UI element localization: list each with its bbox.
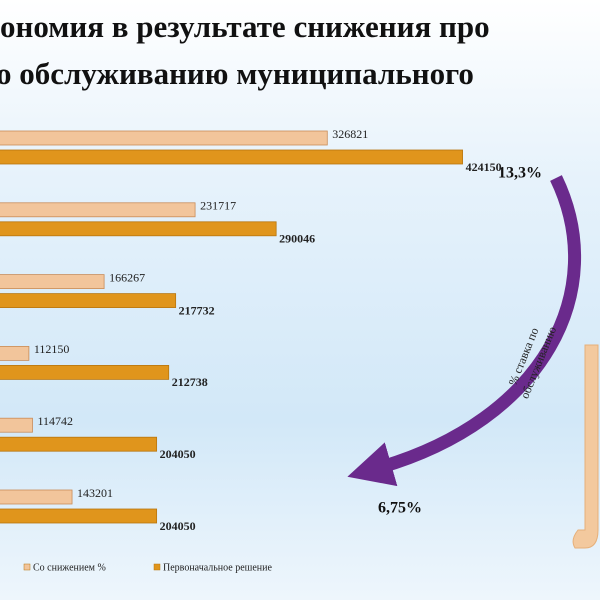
value-label: 424150 [466,160,502,174]
value-label: 114742 [37,414,73,428]
value-label: 326821 [332,127,368,141]
value-label: 204050 [160,447,196,461]
value-label: 290046 [279,232,315,246]
chart-title: о обслуживанию муниципального [0,56,474,91]
bar [0,202,196,218]
value-label: 204050 [160,519,196,533]
legend-swatch [153,563,161,571]
bar [0,508,158,524]
legend-label: Со снижением % [33,562,106,573]
bar [0,149,463,165]
bar [0,293,177,309]
bar [0,345,30,361]
legend-label: Первоначальное решение [163,562,273,573]
bar [0,130,328,146]
value-label: 217732 [179,303,215,317]
legend-swatch [23,563,31,571]
value-label: 166267 [109,270,145,284]
annotation: 13,3% [498,165,542,182]
value-label: 231717 [200,199,236,213]
bar [0,417,33,433]
value-label: 112150 [34,342,70,356]
scroll-decoration [572,344,599,549]
bar [0,436,158,452]
value-label: 212738 [172,375,208,389]
bar [0,274,105,290]
value-label: 143201 [77,486,113,500]
annotation: 6,75% [378,500,422,517]
bar [0,221,277,237]
bar [0,364,170,380]
chart-title: ономия в результате снижения про [0,9,490,44]
arrow [347,175,582,487]
bar [0,489,73,505]
